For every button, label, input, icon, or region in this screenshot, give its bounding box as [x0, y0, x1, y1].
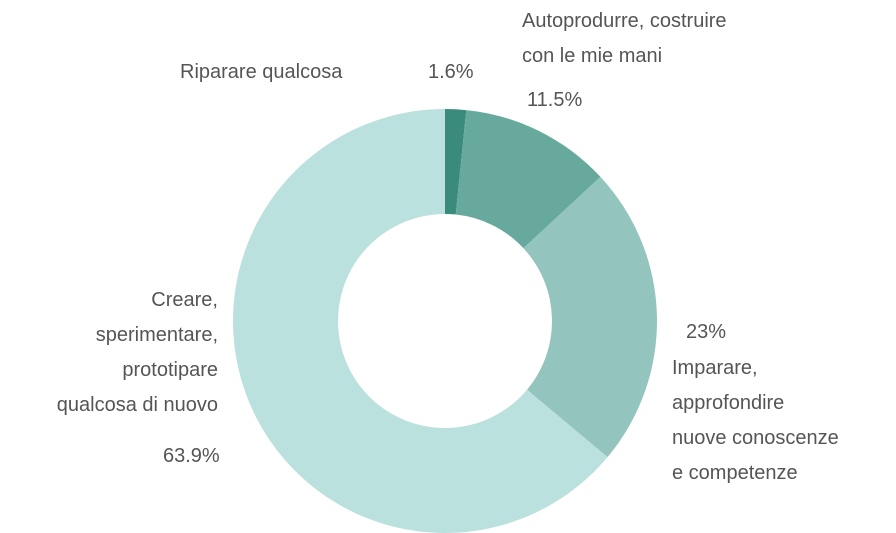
donut-slice: [445, 109, 467, 215]
donut-slice: [455, 110, 601, 249]
donut-slice: [232, 109, 608, 533]
value-label: 11.5%: [527, 89, 583, 111]
category-label: Riparare qualcosa: [180, 61, 343, 83]
donut-slice: [523, 176, 657, 458]
value-label: 1.6%: [428, 61, 474, 83]
value-label: 63.9%: [163, 445, 220, 467]
category-label: Imparare, approfondire nuove conoscenze …: [672, 357, 839, 484]
value-label: 23%: [686, 321, 727, 343]
category-label: Creare, sperimentare, prototipare qualco…: [56, 289, 218, 416]
category-label: Autoprodurre, costruire con le mie mani: [522, 10, 727, 67]
